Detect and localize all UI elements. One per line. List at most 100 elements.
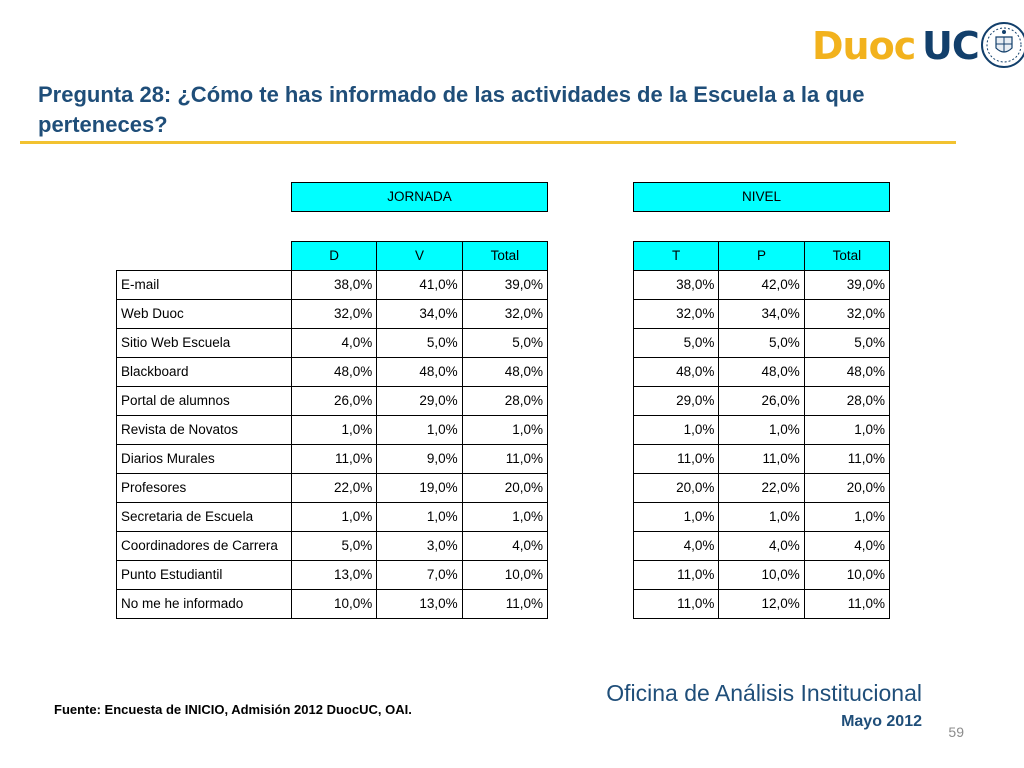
nivel-value-cell: 1,0% <box>803 415 891 445</box>
table-row: E-mail 38,0% 41,0% 39,0% <box>116 270 549 300</box>
jornada-value-cell: 34,0% <box>376 299 463 329</box>
duocuc-logo: Duoc UC <box>812 18 1024 74</box>
table-row: 32,0% 34,0% 32,0% <box>632 299 891 329</box>
nivel-value-cell: 10,0% <box>718 560 805 590</box>
nivel-value-cell: 1,0% <box>718 502 805 532</box>
jornada-value-cell: 29,0% <box>376 386 463 416</box>
jornada-value-cell: 11,0% <box>461 589 549 619</box>
logo-text-uc: UC <box>922 24 980 68</box>
row-label: Sitio Web Escuela <box>116 328 292 358</box>
jornada-table: E-mail 38,0% 41,0% 39,0% Web Duoc 32,0% 34,0% 3… <box>116 270 549 619</box>
nivel-value-cell: 11,0% <box>803 444 891 474</box>
nivel-value-cell: 34,0% <box>718 299 805 329</box>
jornada-group-header: JORNADA <box>291 182 548 212</box>
jornada-value-cell: 1,0% <box>290 415 378 445</box>
nivel-value-cell: 1,0% <box>803 502 891 532</box>
nivel-value-cell: 5,0% <box>803 328 891 358</box>
column-header-d: D <box>290 241 378 271</box>
jornada-value-cell: 5,0% <box>376 328 463 358</box>
nivel-value-cell: 20,0% <box>803 473 891 503</box>
column-header-total-jornada: Total <box>461 241 549 271</box>
nivel-value-cell: 12,0% <box>718 589 805 619</box>
nivel-value-cell: 39,0% <box>803 270 891 300</box>
nivel-value-cell: 11,0% <box>803 589 891 619</box>
nivel-value-cell: 42,0% <box>718 270 805 300</box>
jornada-value-cell: 41,0% <box>376 270 463 300</box>
nivel-value-cell: 32,0% <box>632 299 720 329</box>
nivel-group-header: NIVEL <box>633 182 890 212</box>
column-header-p: P <box>718 241 805 271</box>
jornada-value-cell: 1,0% <box>461 415 549 445</box>
table-row: Diarios Murales 11,0% 9,0% 11,0% <box>116 444 549 474</box>
jornada-value-cell: 10,0% <box>290 589 378 619</box>
table-row: Sitio Web Escuela 4,0% 5,0% 5,0% <box>116 328 549 358</box>
jornada-value-cell: 1,0% <box>461 502 549 532</box>
jornada-value-cell: 9,0% <box>376 444 463 474</box>
university-seal-icon <box>981 22 1024 68</box>
nivel-value-cell: 4,0% <box>803 531 891 561</box>
jornada-value-cell: 32,0% <box>290 299 378 329</box>
nivel-value-cell: 1,0% <box>632 502 720 532</box>
row-label: Diarios Murales <box>116 444 292 474</box>
nivel-value-cell: 11,0% <box>632 589 720 619</box>
table-row: 4,0% 4,0% 4,0% <box>632 531 891 561</box>
jornada-value-cell: 10,0% <box>461 560 549 590</box>
row-label: E-mail <box>116 270 292 300</box>
nivel-value-cell: 20,0% <box>632 473 720 503</box>
jornada-value-cell: 22,0% <box>290 473 378 503</box>
jornada-value-cell: 13,0% <box>376 589 463 619</box>
table-row: Blackboard 48,0% 48,0% 48,0% <box>116 357 549 387</box>
jornada-value-cell: 39,0% <box>461 270 549 300</box>
table-row: 11,0% 12,0% 11,0% <box>632 589 891 619</box>
row-label: Profesores <box>116 473 292 503</box>
nivel-header-cell: NIVEL <box>633 182 890 212</box>
jornada-value-cell: 26,0% <box>290 386 378 416</box>
logo-text-duoc: Duoc <box>812 24 916 68</box>
page-title: Pregunta 28: ¿Cómo te has informado de l… <box>38 82 865 137</box>
column-header-total-nivel: Total <box>803 241 891 271</box>
row-label: Revista de Novatos <box>116 415 292 445</box>
row-label: Web Duoc <box>116 299 292 329</box>
source-note: Fuente: Encuesta de INICIO, Admisión 201… <box>54 702 412 717</box>
nivel-value-cell: 22,0% <box>718 473 805 503</box>
nivel-value-cell: 29,0% <box>632 386 720 416</box>
jornada-value-cell: 19,0% <box>376 473 463 503</box>
page-number: 59 <box>948 724 964 740</box>
table-row: Profesores 22,0% 19,0% 20,0% <box>116 473 549 503</box>
table-row: Web Duoc 32,0% 34,0% 32,0% <box>116 299 549 329</box>
jornada-value-cell: 4,0% <box>290 328 378 358</box>
jornada-value-cell: 32,0% <box>461 299 549 329</box>
jornada-value-cell: 20,0% <box>461 473 549 503</box>
jornada-value-cell: 5,0% <box>290 531 378 561</box>
row-label: Coordinadores de Carrera <box>116 531 292 561</box>
table-row: Secretaria de Escuela 1,0% 1,0% 1,0% <box>116 502 549 532</box>
jornada-value-cell: 48,0% <box>461 357 549 387</box>
nivel-value-cell: 26,0% <box>718 386 805 416</box>
table-row: 29,0% 26,0% 28,0% <box>632 386 891 416</box>
nivel-value-cell: 4,0% <box>718 531 805 561</box>
nivel-value-cell: 5,0% <box>632 328 720 358</box>
table-row: 5,0% 5,0% 5,0% <box>632 328 891 358</box>
nivel-value-cell: 1,0% <box>718 415 805 445</box>
jornada-value-cell: 28,0% <box>461 386 549 416</box>
jornada-value-cell: 1,0% <box>376 415 463 445</box>
table-row: 11,0% 10,0% 10,0% <box>632 560 891 590</box>
row-label: Secretaria de Escuela <box>116 502 292 532</box>
jornada-value-cell: 48,0% <box>290 357 378 387</box>
table-row: Portal de alumnos 26,0% 29,0% 28,0% <box>116 386 549 416</box>
table-row: 20,0% 22,0% 20,0% <box>632 473 891 503</box>
jornada-value-cell: 11,0% <box>461 444 549 474</box>
jornada-value-cell: 4,0% <box>461 531 549 561</box>
title-divider <box>20 141 956 144</box>
nivel-value-cell: 11,0% <box>632 560 720 590</box>
row-label: No me he informado <box>116 589 292 619</box>
row-label: Punto Estudiantil <box>116 560 292 590</box>
table-row: 38,0% 42,0% 39,0% <box>632 270 891 300</box>
nivel-table: 38,0% 42,0% 39,0% 32,0% 34,0% 32,0% 5,0% 5,0% 5,… <box>632 270 891 619</box>
jornada-value-cell: 1,0% <box>376 502 463 532</box>
table-row: 48,0% 48,0% 48,0% <box>632 357 891 387</box>
table-row: 1,0% 1,0% 1,0% <box>632 415 891 445</box>
jornada-value-cell: 48,0% <box>376 357 463 387</box>
nivel-value-cell: 5,0% <box>718 328 805 358</box>
row-label: Portal de alumnos <box>116 386 292 416</box>
